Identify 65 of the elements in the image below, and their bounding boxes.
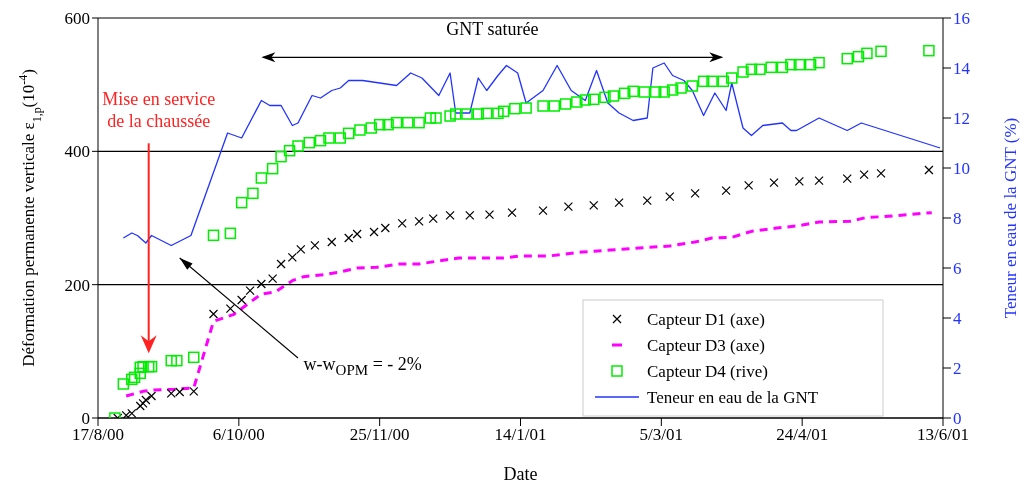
y2-tick-label: 2 bbox=[953, 359, 962, 379]
legend-label: Capteur D3 (axe) bbox=[647, 336, 766, 355]
point bbox=[563, 202, 573, 212]
point bbox=[237, 295, 247, 305]
y-tick-label: 200 bbox=[64, 275, 90, 295]
point bbox=[245, 286, 255, 296]
point bbox=[744, 180, 754, 190]
point bbox=[276, 259, 286, 269]
point bbox=[369, 227, 379, 237]
x-tick-label: 6/10/00 bbox=[212, 425, 265, 445]
point bbox=[794, 176, 804, 186]
point bbox=[769, 178, 779, 188]
legend-label: Capteur D4 (rive) bbox=[647, 362, 768, 381]
point bbox=[690, 188, 700, 198]
x-tick-label: 14/1/01 bbox=[494, 425, 547, 445]
point bbox=[614, 198, 624, 208]
point bbox=[225, 304, 235, 314]
point bbox=[414, 216, 424, 226]
annotation: Mise en service de la chaussée bbox=[101, 88, 217, 132]
point bbox=[589, 200, 599, 210]
point bbox=[344, 233, 354, 243]
point bbox=[484, 210, 495, 220]
point bbox=[256, 279, 266, 289]
point bbox=[538, 206, 548, 216]
y-tick-label: 400 bbox=[64, 142, 90, 162]
y2-tick-label: 16 bbox=[953, 9, 970, 29]
y2-tick-label: 8 bbox=[953, 209, 962, 229]
annotation: w-w$_{OPM}$ = - 2% bbox=[303, 352, 423, 380]
point bbox=[146, 391, 157, 401]
x-tick-label: 24/4/01 bbox=[776, 425, 829, 445]
point bbox=[397, 218, 407, 228]
point bbox=[189, 386, 199, 396]
y2-tick-label: 12 bbox=[953, 109, 970, 129]
point bbox=[352, 229, 362, 239]
point bbox=[208, 309, 219, 319]
point bbox=[428, 214, 438, 224]
point bbox=[642, 196, 652, 206]
point bbox=[876, 168, 886, 178]
y2-tick-label: 10 bbox=[953, 159, 970, 179]
point bbox=[310, 240, 320, 250]
point bbox=[842, 174, 852, 184]
point bbox=[327, 237, 337, 247]
point bbox=[859, 170, 869, 180]
point bbox=[665, 192, 675, 202]
point bbox=[380, 223, 390, 233]
y2-tick-label: 14 bbox=[953, 59, 971, 79]
point bbox=[287, 252, 297, 262]
y2-axis-title: Teneur en eau de la GNT (%) bbox=[1001, 117, 1020, 319]
legend-label: Capteur D1 (axe) bbox=[647, 310, 766, 329]
point bbox=[721, 186, 731, 196]
point bbox=[507, 208, 517, 218]
point bbox=[296, 244, 306, 254]
y2-tick-label: 6 bbox=[953, 259, 962, 279]
x-tick-label: 5/3/01 bbox=[639, 425, 684, 445]
point bbox=[445, 210, 455, 220]
annotation: GNT saturée bbox=[445, 18, 540, 40]
x-axis-title: Date bbox=[503, 464, 538, 484]
point bbox=[814, 176, 824, 186]
y2-tick-label: 4 bbox=[953, 309, 962, 329]
x-tick-label: 25/11/00 bbox=[349, 425, 410, 445]
point bbox=[268, 274, 278, 284]
point bbox=[924, 165, 934, 175]
point bbox=[465, 210, 475, 220]
legend-label: Teneur en eau de la GNT bbox=[647, 388, 819, 407]
y-tick-label: 600 bbox=[64, 9, 90, 29]
